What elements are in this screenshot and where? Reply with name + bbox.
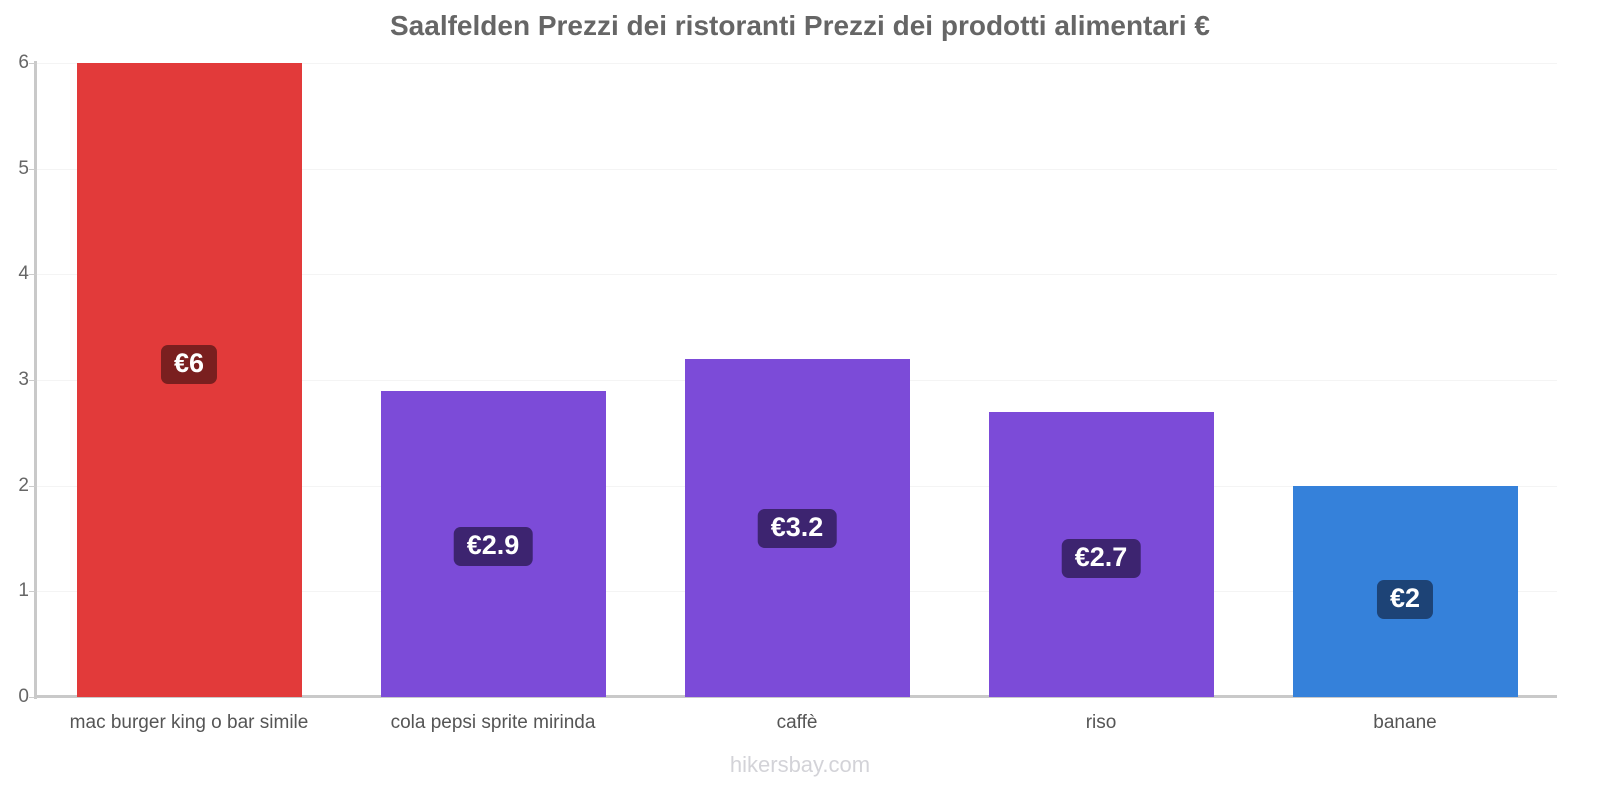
x-axis-category-label: caffè (776, 712, 818, 733)
page-title: Saalfelden Prezzi dei ristoranti Prezzi … (390, 10, 1210, 41)
y-axis-tick (29, 168, 37, 170)
gridline (37, 168, 1557, 170)
bar-value-label: €3.2 (757, 509, 837, 549)
y-axis-tick-label: 4 (18, 263, 29, 285)
bar[interactable]: €2 (1292, 485, 1518, 697)
y-axis-tick (29, 591, 37, 593)
bar-value-label: €2.7 (1061, 538, 1141, 578)
bar[interactable]: €2.9 (380, 390, 606, 697)
x-axis-category-label: mac burger king o bar simile (69, 712, 309, 733)
y-axis-tick-label: 0 (18, 686, 29, 707)
y-axis-tick-label: 6 (18, 52, 29, 73)
y-axis-tick-label: 5 (18, 157, 29, 179)
bar[interactable]: €3.2 (684, 358, 910, 697)
bar-value-label: €6 (160, 345, 218, 385)
gridline (37, 274, 1557, 276)
plot-area: €6 €2.9 €3.2 €2.7 €2 (29, 63, 1557, 698)
y-axis-tick-label: 1 (18, 580, 29, 602)
y-axis-tick-label: 3 (18, 369, 29, 390)
bar-value-label: €2.9 (453, 526, 533, 566)
bar[interactable]: €2.7 (988, 411, 1214, 697)
y-axis-tick (29, 63, 37, 64)
y-axis-tick-label: 2 (18, 474, 29, 496)
y-axis-tick (29, 697, 37, 698)
x-axis-category-label: riso (1085, 712, 1117, 733)
y-axis-tick (29, 274, 37, 276)
gridline (37, 63, 1557, 64)
x-axis-category-label: cola pepsi sprite mirinda (390, 712, 596, 733)
footer-watermark: hikersbay.com (729, 752, 871, 777)
bar[interactable]: €6 (76, 63, 302, 697)
y-axis-tick (29, 380, 37, 381)
y-axis-tick (29, 485, 37, 487)
bar-value-label: €2 (1376, 579, 1434, 619)
x-axis-category-label: banane (1373, 712, 1437, 733)
